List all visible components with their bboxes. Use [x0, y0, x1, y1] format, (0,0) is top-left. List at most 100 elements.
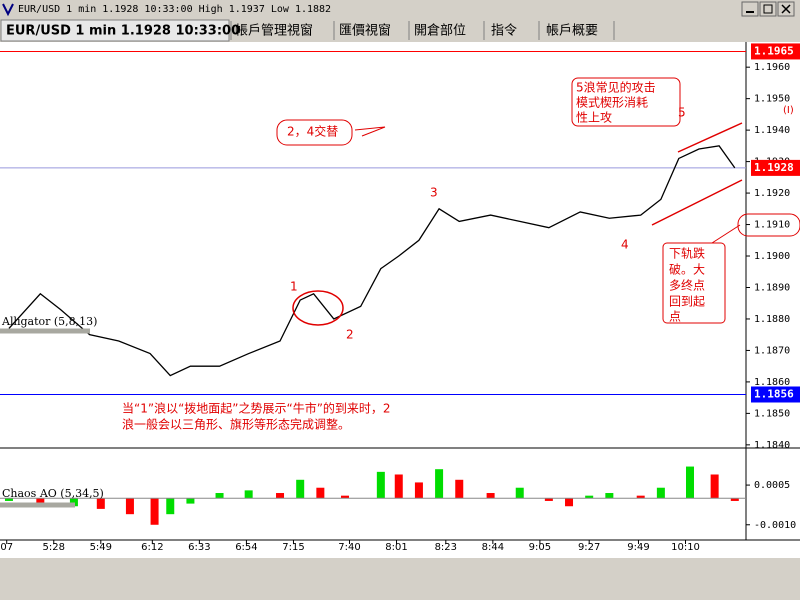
- ao-bar: [166, 498, 175, 515]
- annotation: 点: [669, 310, 681, 324]
- y-tick-label: 1.1940: [754, 125, 790, 136]
- annotation: 多终点: [669, 278, 705, 293]
- wave-label: (I): [783, 105, 794, 116]
- maximize-icon: [763, 4, 773, 14]
- close-icon: [781, 4, 791, 14]
- x-tick-label: 6:54: [235, 542, 257, 553]
- wave-label: 3: [430, 186, 438, 200]
- annotation: 浪一般会以三角形、旗形等形态完成调整。: [122, 417, 350, 432]
- y-tick-label: 1.1880: [754, 314, 790, 325]
- x-tick-label: 5:28: [43, 542, 65, 553]
- x-tick-label: 6:12: [141, 542, 163, 553]
- minimize-button[interactable]: [741, 1, 759, 17]
- ao-bar: [515, 487, 524, 499]
- ao-bar: [656, 487, 665, 499]
- plot: 1.19601.19501.19401.19301.19201.19101.19…: [0, 43, 800, 553]
- level-label: 1.1965: [754, 44, 794, 57]
- x-tick-label: 10:10: [671, 542, 700, 553]
- x-tick-label: 8:01: [385, 542, 407, 553]
- wave-label: 5: [678, 106, 686, 120]
- tab-label[interactable]: 指令: [491, 24, 517, 39]
- tab-label[interactable]: 帳戶概要: [546, 24, 598, 39]
- note-box: [276, 119, 353, 146]
- ao-bar: [565, 498, 574, 507]
- y-tick-label: 1.1840: [754, 440, 790, 451]
- ao-bar: [685, 466, 694, 499]
- level-box: [751, 386, 800, 403]
- tab-label[interactable]: 帳戶管理視窗: [235, 23, 313, 39]
- annotation: 破。大: [669, 262, 705, 277]
- x-tick-label: 07: [0, 542, 13, 553]
- tab-label[interactable]: EUR/USD 1 min 1.1928 10:33:00: [6, 24, 240, 39]
- level-box: [751, 43, 800, 60]
- ao-bar: [316, 487, 325, 499]
- ao-bar: [730, 498, 739, 501]
- ao-bar: [186, 498, 195, 504]
- annotation: 下轨跌: [669, 246, 705, 261]
- ao-bar: [4, 498, 13, 501]
- ao-bar: [69, 498, 78, 507]
- x-tick-label: 8:44: [482, 542, 504, 553]
- y-tick-label: 1.1860: [754, 377, 790, 388]
- ao-bar: [125, 498, 134, 515]
- title-bar: [0, 0, 800, 18]
- ao-bar: [455, 479, 464, 499]
- ao-bar: [394, 474, 403, 499]
- x-tick-label: 9:05: [529, 542, 551, 553]
- ao-bar: [36, 498, 45, 507]
- x-tick-label: 9:27: [578, 542, 600, 553]
- x-tick-label: 9:49: [627, 542, 649, 553]
- tab-label[interactable]: 開倉部位: [414, 24, 466, 39]
- ao-bar: [276, 493, 285, 499]
- annotation: 5浪常见的攻击: [576, 80, 656, 95]
- connector: [711, 224, 741, 244]
- y-tick-label: 0.0005: [754, 480, 790, 491]
- wedge-line: [677, 122, 743, 153]
- highlight-box: [737, 213, 800, 237]
- ao-bar: [636, 495, 645, 499]
- y-tick-label: 1.1920: [754, 188, 790, 199]
- ao-bar: [414, 482, 423, 499]
- level-box: [751, 159, 800, 176]
- ao-bar: [710, 474, 719, 499]
- annotation: 回到起: [669, 295, 705, 309]
- y-tick-label: 1.1850: [754, 408, 790, 419]
- annotation: 性上攻: [576, 111, 612, 125]
- y-tick-label: 1.1950: [754, 94, 790, 105]
- level-label: 1.1856: [754, 387, 794, 400]
- ao-bar: [376, 471, 385, 499]
- tab-label[interactable]: 匯價視窗: [339, 23, 391, 39]
- ao-bar: [435, 469, 444, 499]
- x-tick-label: 6:33: [188, 542, 210, 553]
- window-buttons[interactable]: [741, 1, 795, 17]
- arrow: [354, 126, 386, 137]
- ao-bar: [544, 498, 553, 501]
- window-title: EUR/USD 1 min 1.1928 10:33:00 High 1.193…: [18, 4, 331, 15]
- indicator-label: Chaos AO (5,34,5): [2, 487, 104, 500]
- wave-label: 1: [290, 280, 298, 294]
- ao-bar: [150, 498, 159, 525]
- highlight-ellipse: [292, 290, 344, 326]
- y-tick-label: -0.0010: [754, 520, 796, 531]
- maximize-button[interactable]: [759, 1, 777, 17]
- app-icon: [2, 3, 14, 17]
- y-tick-label: 1.1960: [754, 62, 790, 73]
- y-tick-label: 1.1890: [754, 282, 790, 293]
- x-tick-label: 5:49: [90, 542, 112, 553]
- ao-bar: [244, 490, 253, 499]
- note-box: [662, 242, 726, 324]
- x-tick-label: 7:15: [282, 542, 304, 553]
- ao-bar: [96, 498, 105, 509]
- ao-bar: [585, 495, 594, 499]
- x-tick-label: 7:40: [338, 542, 360, 553]
- annotation: 2，4交替: [287, 124, 338, 139]
- ao-bar: [605, 493, 614, 499]
- x-tick-label: 8:23: [435, 542, 457, 553]
- wave-label: 2: [346, 328, 354, 342]
- annotation: 当“1”浪以“拨地面起”之势展示“牛市”的到来时，2: [122, 401, 391, 416]
- tab[interactable]: [0, 19, 230, 42]
- tab-bar: EUR/USD 1 min 1.1928 10:33:00 帳戶管理視窗 匯價視…: [0, 19, 615, 42]
- ao-bar: [215, 493, 224, 499]
